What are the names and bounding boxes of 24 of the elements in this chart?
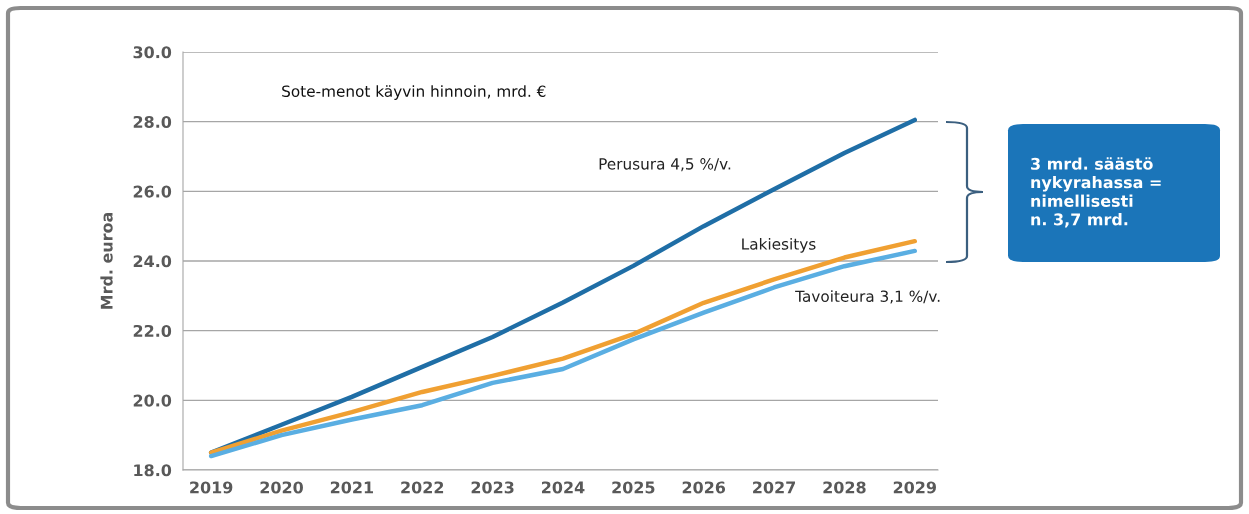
y-tick-label: 22.0	[133, 324, 172, 337]
y-tick-label: 24.0	[133, 255, 172, 268]
series-label: Lakiesitys	[742, 237, 816, 253]
x-tick-label: 2022	[401, 481, 444, 494]
text: 3 mrd. säästö nykyrahassa = nimellisesti n. 3,7 mrd.	[1031, 157, 1161, 228]
x-tick-label: 2023	[471, 481, 514, 494]
x-tick-label: 2019	[190, 481, 233, 494]
x-tick-label: 2027	[753, 481, 796, 494]
y-tick-label: 28.0	[133, 115, 172, 128]
text: Sote-menot käyvin hinnoin, mrd. €	[282, 85, 546, 100]
x-tick-label: 2021	[330, 481, 373, 494]
y-tick-label: 18.0	[134, 464, 172, 477]
series-label: Tavoiteura 3,1 %/v.	[795, 290, 940, 304]
x-tick-label: 2024	[542, 481, 585, 494]
x-tick-label: 2029	[893, 481, 936, 494]
x-tick-label: 2028	[823, 481, 866, 494]
x-tick-label: 2020	[260, 481, 303, 494]
y-tick-label: 26.0	[133, 185, 172, 198]
y-axis-title: Mrd. euroa	[100, 212, 113, 309]
y-tick-label: 20.0	[133, 394, 172, 407]
x-tick-label: 2025	[612, 481, 655, 494]
x-tick-label: 2026	[682, 481, 726, 494]
y-tick-label: 30.0	[133, 46, 172, 59]
text: Perusura 4,5 %/v.	[599, 158, 731, 172]
